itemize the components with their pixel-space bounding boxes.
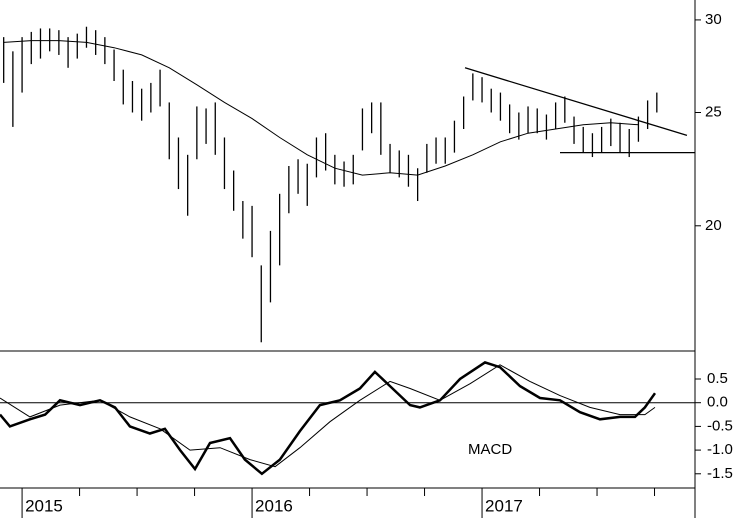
y-tick-label: 0.0	[707, 394, 728, 411]
y-tick-label: 0.5	[707, 370, 728, 387]
y-tick-label: 25	[705, 103, 722, 120]
trendline	[464, 67, 688, 136]
y-tick-label: -1.5	[707, 465, 733, 482]
y-tick-label: -0.5	[707, 417, 733, 434]
y-tick-label: 30	[705, 11, 722, 28]
x-tick-label: 2016	[255, 496, 293, 515]
moving-average	[3, 40, 639, 176]
x-tick-label: 2017	[485, 496, 523, 515]
x-tick-label: 2015	[25, 496, 63, 515]
macd-line	[0, 364, 656, 468]
macd-label: MACD	[468, 441, 512, 458]
y-tick-label: -1.0	[707, 441, 733, 458]
y-tick-label: 20	[705, 217, 722, 234]
macd-line	[0, 361, 657, 476]
